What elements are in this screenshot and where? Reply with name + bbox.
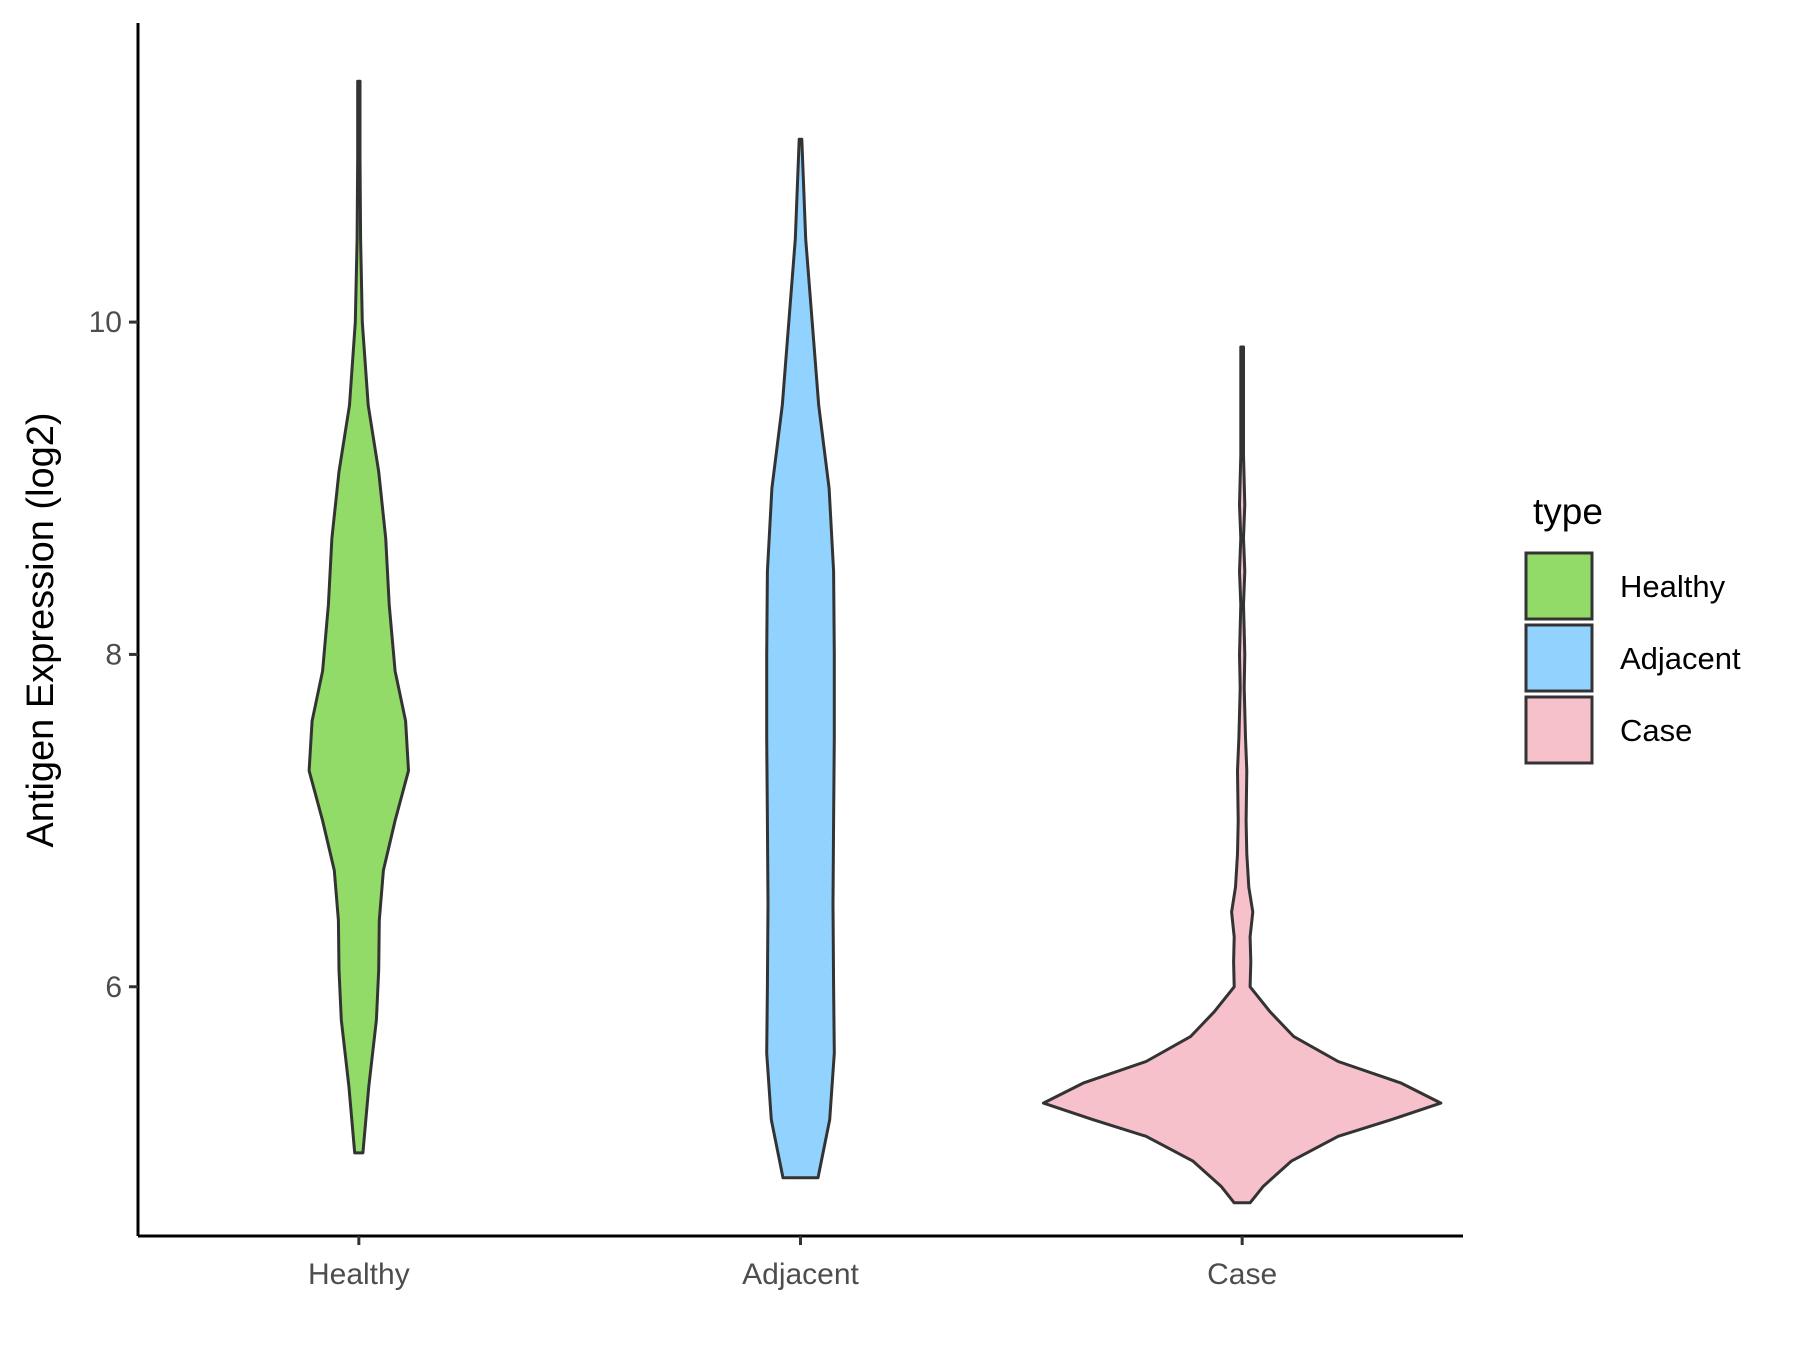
y-tick-label-10: 10 bbox=[89, 306, 122, 339]
legend-title: type bbox=[1533, 491, 1603, 532]
legend-label-case: Case bbox=[1620, 713, 1692, 748]
legend: type Healthy Adjacent Case bbox=[1524, 491, 1741, 765]
y-tick-label-8: 8 bbox=[105, 638, 122, 671]
x-tick-label-healthy: Healthy bbox=[308, 1258, 410, 1291]
legend-key-case bbox=[1524, 695, 1594, 765]
legend-label-healthy: Healthy bbox=[1620, 569, 1726, 604]
violin-healthy bbox=[307, 79, 410, 1155]
legend-key-healthy bbox=[1524, 551, 1594, 621]
violin-layer bbox=[307, 79, 1443, 1205]
y-tick-label-6: 6 bbox=[105, 971, 122, 1004]
y-axis-ticks: 6 8 10 bbox=[89, 306, 138, 1004]
x-tick-label-adjacent: Adjacent bbox=[742, 1258, 859, 1291]
y-axis-title: Antigen Expression (log2) bbox=[20, 412, 62, 847]
legend-key-adjacent bbox=[1524, 623, 1594, 693]
x-tick-label-case: Case bbox=[1207, 1258, 1277, 1291]
x-axis-ticks: Healthy Adjacent Case bbox=[308, 1236, 1277, 1291]
legend-label-adjacent: Adjacent bbox=[1620, 641, 1741, 676]
violin-case bbox=[1041, 345, 1443, 1205]
violin-adjacent bbox=[765, 137, 836, 1180]
